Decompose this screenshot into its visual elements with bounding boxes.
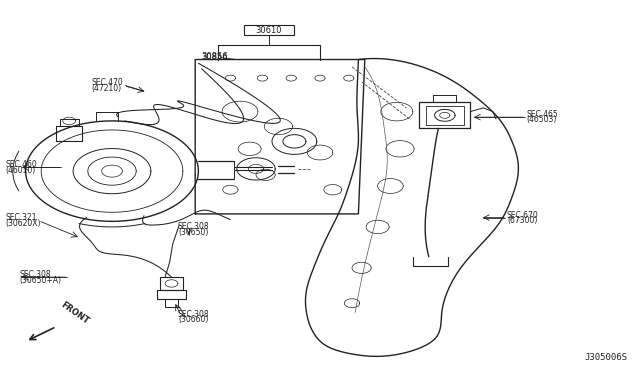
Text: (46010): (46010) (5, 166, 35, 174)
Text: 30610: 30610 (255, 26, 282, 35)
Text: FRONT: FRONT (59, 300, 90, 326)
Text: SEC.308: SEC.308 (19, 270, 51, 279)
Text: (47210): (47210) (92, 84, 122, 93)
Text: 30856: 30856 (202, 52, 228, 61)
Text: SEC.308: SEC.308 (178, 310, 209, 319)
Text: (30650+A): (30650+A) (19, 276, 61, 285)
Text: (30620X): (30620X) (5, 219, 40, 228)
Text: SEC.670: SEC.670 (507, 211, 539, 219)
FancyBboxPatch shape (244, 25, 294, 35)
Text: SEC.470: SEC.470 (92, 78, 124, 87)
Text: (46503): (46503) (526, 115, 556, 124)
Text: J305006S: J305006S (584, 353, 627, 362)
Text: (30650): (30650) (178, 228, 208, 237)
Text: (30660): (30660) (178, 315, 208, 324)
Text: SEC.308: SEC.308 (178, 222, 209, 231)
Text: SEC.460: SEC.460 (5, 160, 37, 169)
Text: SEC.465: SEC.465 (526, 110, 558, 119)
Text: 30856: 30856 (202, 53, 228, 62)
Text: (67300): (67300) (507, 216, 537, 225)
Text: SEC.321: SEC.321 (5, 213, 36, 222)
